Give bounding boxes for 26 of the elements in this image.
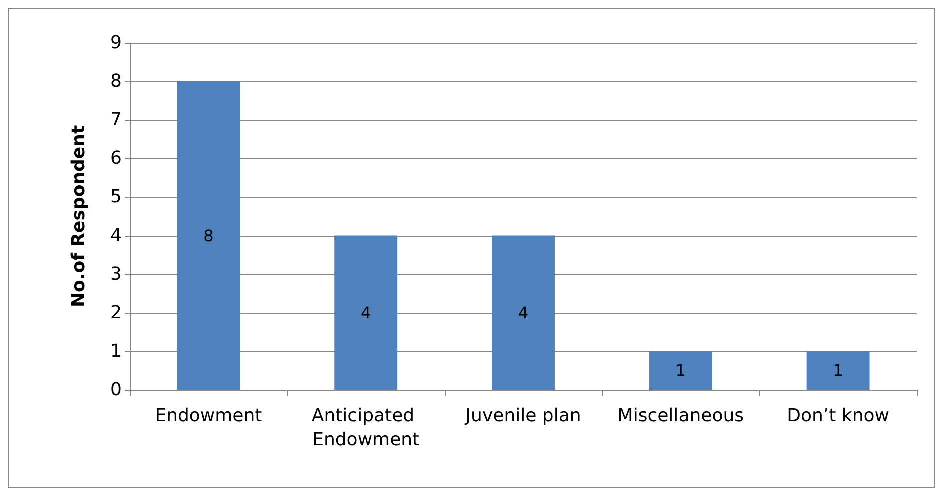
y-tick-label: 2	[110, 302, 122, 324]
data-label: 8	[204, 226, 214, 246]
y-tick-label: 8	[110, 71, 122, 92]
y-tick-label: 1	[110, 340, 122, 362]
y-axis-title: No.of Respondent	[68, 125, 90, 308]
x-tick-label: Miscellaneous	[618, 406, 744, 426]
y-tick-label: 0	[110, 380, 122, 400]
y-tick-label: 3	[110, 264, 122, 285]
x-tick-label: Endowment	[155, 406, 262, 426]
y-tick-label: 4	[110, 225, 122, 246]
x-tick-label: Don’t know	[787, 406, 890, 426]
bar	[334, 236, 398, 390]
x-tick-label: Anticipated Endowment	[312, 406, 420, 450]
bar	[806, 351, 870, 390]
data-label: 1	[833, 361, 844, 380]
y-tick-label: 6	[110, 148, 122, 170]
y-tick-label: 5	[110, 186, 122, 208]
data-label: 4	[518, 303, 529, 322]
data-label: 4	[361, 303, 372, 322]
y-tick-label: 9	[110, 32, 122, 54]
x-tick-label: Juvenile plan	[464, 406, 582, 426]
data-label: 1	[676, 361, 686, 380]
bar	[649, 351, 712, 390]
y-tick-label: 7	[110, 110, 122, 131]
bar	[492, 236, 555, 390]
bar	[177, 82, 240, 390]
